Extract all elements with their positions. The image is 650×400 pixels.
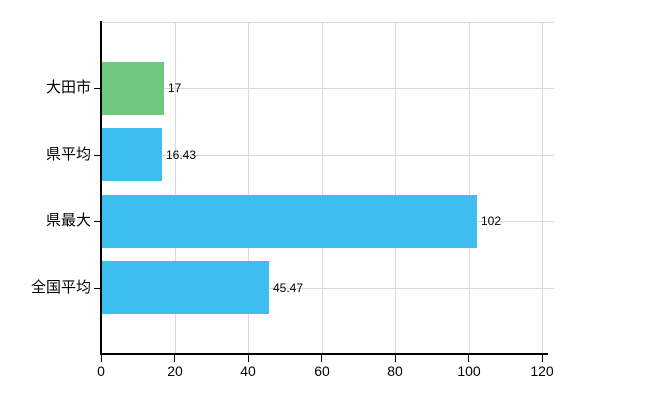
category-gridline <box>101 155 554 156</box>
category-label: 全国平均 <box>30 279 91 296</box>
x-tick <box>248 355 249 362</box>
category-tick <box>94 221 101 222</box>
x-gridline-60 <box>322 22 323 354</box>
category-tick <box>94 155 101 156</box>
category-gridline <box>101 88 554 89</box>
value-label: 17 <box>168 81 182 95</box>
category-label: 県平均 <box>45 146 91 163</box>
x-tick-label: 0 <box>97 363 105 379</box>
x-tick-label: 40 <box>240 363 256 379</box>
x-gridline-120 <box>542 22 543 354</box>
x-axis-line <box>100 353 548 355</box>
value-label: 45.47 <box>273 281 304 295</box>
y-axis-line <box>100 21 102 355</box>
x-tick <box>101 355 102 362</box>
x-tick <box>174 355 175 362</box>
x-gridline-80 <box>395 22 396 354</box>
x-tick-label: 80 <box>387 363 403 379</box>
value-label: 16.43 <box>166 148 197 162</box>
category-label: 県最大 <box>45 212 91 229</box>
category-label: 大田市 <box>45 79 91 96</box>
x-gridline-100 <box>469 22 470 354</box>
category-tick <box>94 288 101 289</box>
x-tick-label: 60 <box>314 363 330 379</box>
category-gridline <box>101 288 554 289</box>
bar-3 <box>102 195 477 248</box>
value-label: 102 <box>481 214 502 228</box>
bar-1 <box>102 62 164 115</box>
x-tick <box>542 355 543 362</box>
x-tick-label: 120 <box>530 363 554 379</box>
category-tick <box>94 88 101 89</box>
x-gridline-40 <box>248 22 249 354</box>
x-tick <box>321 355 322 362</box>
x-tick-label: 100 <box>457 363 481 379</box>
x-gridline-20 <box>175 22 176 354</box>
x-tick <box>395 355 396 362</box>
plot-top-border <box>101 22 554 23</box>
x-tick <box>468 355 469 362</box>
bar-2 <box>102 128 162 181</box>
bar-4 <box>102 261 269 314</box>
x-tick-label: 20 <box>167 363 183 379</box>
